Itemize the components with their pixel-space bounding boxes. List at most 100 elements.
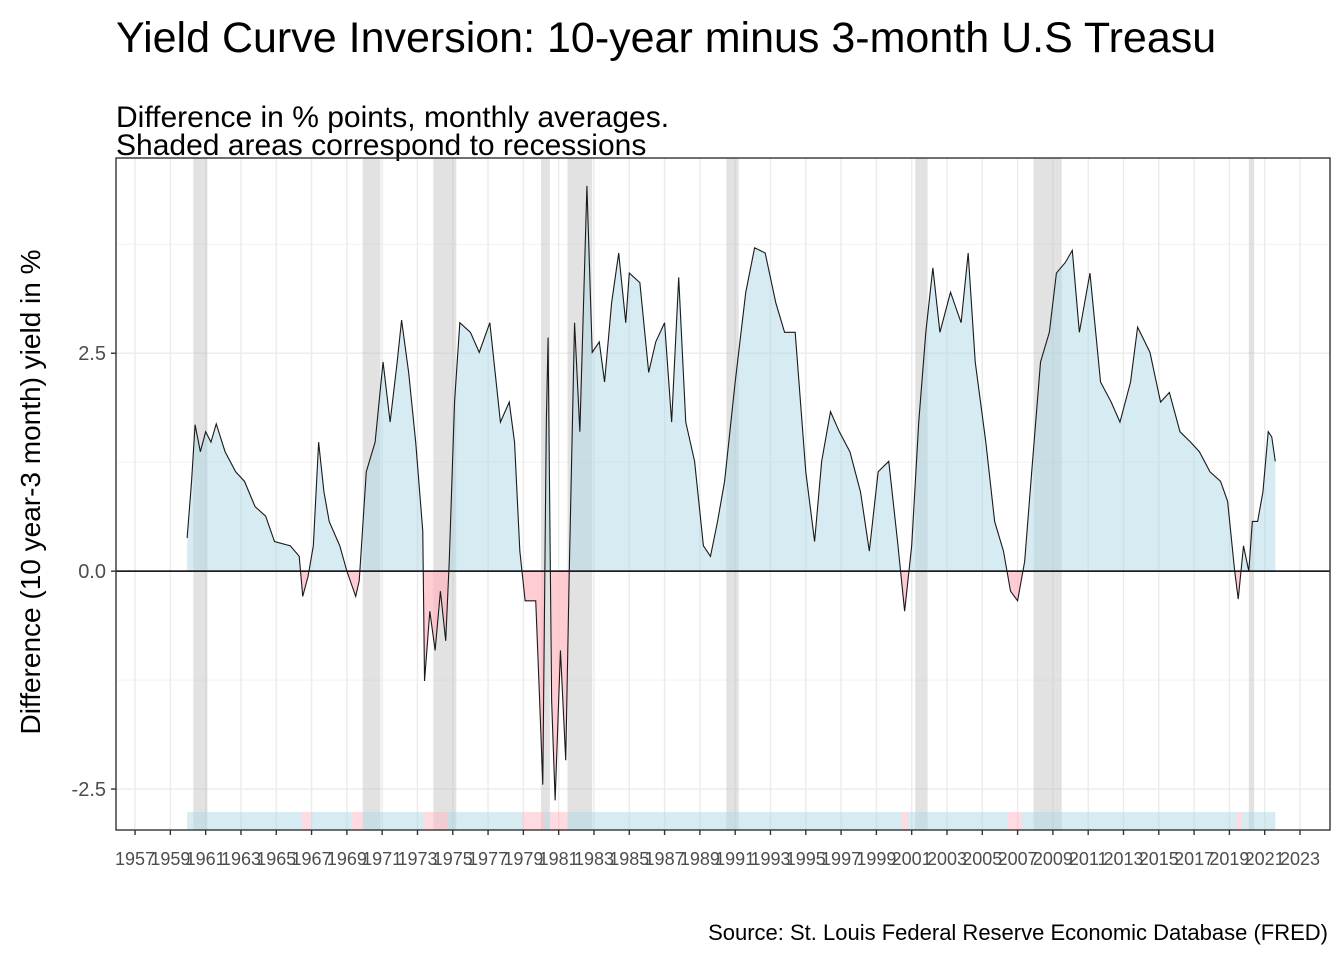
sign-strip <box>945 812 956 830</box>
x-tick-label: 1959 <box>150 849 190 869</box>
sign-strip <box>810 812 819 830</box>
sign-strip <box>583 812 590 830</box>
x-tick-label: 1957 <box>115 849 155 869</box>
sign-strip <box>208 812 214 830</box>
x-tick-label: 1975 <box>433 849 473 869</box>
sign-strip <box>929 812 937 830</box>
x-tick-label: 1977 <box>468 849 508 869</box>
sign-strip <box>855 812 865 830</box>
sign-strip <box>627 812 635 830</box>
sign-strip <box>818 812 827 830</box>
spread-line <box>186 185 1276 801</box>
sign-strip <box>393 812 400 830</box>
sign-strip <box>357 812 363 830</box>
sign-strip <box>1052 812 1061 830</box>
x-tick-label: 2015 <box>1139 849 1179 869</box>
sign-strip <box>1164 812 1175 830</box>
sign-strip <box>549 812 554 830</box>
sign-strip <box>294 812 301 830</box>
sign-strip <box>834 812 845 830</box>
x-tick-label: 1983 <box>574 849 614 869</box>
sign-strip <box>780 812 790 830</box>
sign-strip <box>451 812 458 830</box>
sign-strip <box>432 812 438 830</box>
sign-strip <box>1044 812 1053 830</box>
x-tick-label: 1985 <box>609 849 649 869</box>
sign-strip <box>1125 812 1135 830</box>
sign-strip <box>362 812 371 830</box>
sign-strip <box>990 812 1000 830</box>
sign-strip <box>203 812 209 830</box>
sign-strip <box>334 812 344 830</box>
sign-strip <box>300 812 306 830</box>
sign-strip <box>187 812 190 830</box>
sign-strip <box>601 812 609 830</box>
sign-strip <box>321 812 327 830</box>
sign-strip <box>567 812 572 830</box>
sign-strip <box>1105 812 1116 830</box>
sign-strip <box>1155 812 1165 830</box>
x-tick-label: 2017 <box>1174 849 1214 869</box>
y-tick-label: 2.5 <box>78 343 106 365</box>
sign-strip <box>1075 812 1085 830</box>
y-tick-label: -2.5 <box>72 779 106 801</box>
sign-strip <box>1028 812 1037 830</box>
x-tick-label: 2007 <box>998 849 1038 869</box>
sign-strip <box>1260 812 1266 830</box>
sign-strip <box>1246 812 1251 830</box>
sign-strip <box>305 812 311 830</box>
sign-strip <box>936 812 946 830</box>
sign-strip <box>315 812 322 830</box>
sign-strip <box>893 812 902 830</box>
sign-strip <box>1014 812 1022 830</box>
sign-strip <box>660 812 669 830</box>
positive-area <box>187 185 1276 572</box>
x-tick-label: 2005 <box>962 849 1002 869</box>
sign-strip <box>1115 812 1126 830</box>
sign-strip <box>1194 812 1205 830</box>
sign-strip <box>826 812 835 830</box>
sign-strip <box>675 812 683 830</box>
y-axis-label: Difference (10 year-3 month) yield in % <box>15 249 46 734</box>
sign-strip <box>589 812 596 830</box>
sign-strip <box>310 812 316 830</box>
sign-strip <box>457 812 466 830</box>
sign-strip <box>213 812 221 830</box>
sign-strip <box>557 812 564 830</box>
sign-strip <box>1174 812 1186 830</box>
sign-strip <box>495 812 505 830</box>
sign-strip <box>999 812 1007 830</box>
sign-strip <box>698 812 707 830</box>
sign-strip <box>908 812 916 830</box>
sign-strip <box>608 812 616 830</box>
chart-subtitle: Difference in % points, monthly averages… <box>116 101 669 134</box>
x-tick-label: 1963 <box>221 849 261 869</box>
sign-strip <box>386 812 394 830</box>
sign-strip <box>1265 812 1270 830</box>
sign-strip <box>750 812 760 830</box>
sign-strip <box>1250 812 1255 830</box>
x-tick-label: 1981 <box>539 849 579 869</box>
sign-strip <box>1095 812 1106 830</box>
sign-strip <box>682 812 691 830</box>
sign-strip <box>922 812 930 830</box>
sign-strip <box>427 812 433 830</box>
x-tick-label: 2013 <box>1103 849 1143 869</box>
sign-strip <box>595 812 602 830</box>
sign-strip <box>622 812 628 830</box>
sign-strip <box>955 812 965 830</box>
sign-strip <box>1084 812 1096 830</box>
sign-strip <box>1269 812 1274 830</box>
x-tick-label: 2023 <box>1280 849 1320 869</box>
sign-strip <box>971 812 981 830</box>
sign-strip <box>1236 812 1241 830</box>
sign-strip <box>544 812 548 830</box>
sign-strip <box>915 812 923 830</box>
sign-strip <box>789 812 801 830</box>
sign-strip <box>517 812 523 830</box>
sign-strip <box>1143 812 1156 830</box>
sign-strip <box>547 812 550 830</box>
sign-strip <box>873 812 884 830</box>
x-tick-label: 1987 <box>645 849 685 869</box>
sign-strip <box>412 812 420 830</box>
